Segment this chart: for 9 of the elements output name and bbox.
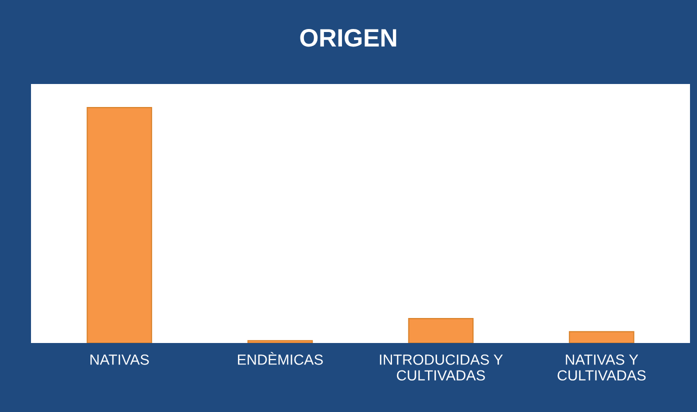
chart-title: ORIGEN bbox=[300, 29, 396, 47]
x-tick-label: NATIVAS Y CULTIVADAS bbox=[558, 354, 646, 381]
x-tick-label: INTRODUCIDAS Y CULTIVADAS bbox=[380, 354, 503, 381]
bar bbox=[86, 106, 152, 343]
bar bbox=[408, 318, 474, 343]
x-tick-label: NATIVAS bbox=[90, 354, 149, 365]
x-tick-label: ENDÈMICAS bbox=[238, 352, 323, 365]
bar bbox=[247, 340, 313, 343]
bar bbox=[568, 331, 634, 343]
